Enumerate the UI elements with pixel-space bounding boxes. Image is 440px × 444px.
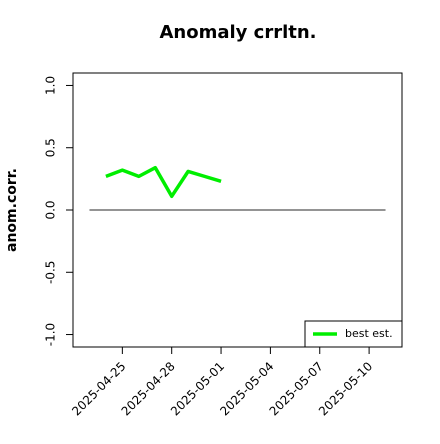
y-tick-label: 0.5 bbox=[44, 138, 58, 157]
y-axis-label: anom.corr. bbox=[4, 168, 20, 252]
legend: best est. bbox=[304, 320, 403, 348]
y-tick-label: 0.0 bbox=[44, 200, 58, 219]
y-tick-label: 1.0 bbox=[44, 76, 58, 95]
x-tick-label: 2025-05-10 bbox=[316, 359, 375, 418]
y-tick-label: -0.5 bbox=[44, 261, 58, 284]
chart-title: Anomaly crrltn. bbox=[159, 22, 316, 43]
legend-label: best est. bbox=[345, 327, 393, 340]
y-tick-label: -1.0 bbox=[44, 323, 58, 346]
series-line bbox=[105, 165, 222, 199]
